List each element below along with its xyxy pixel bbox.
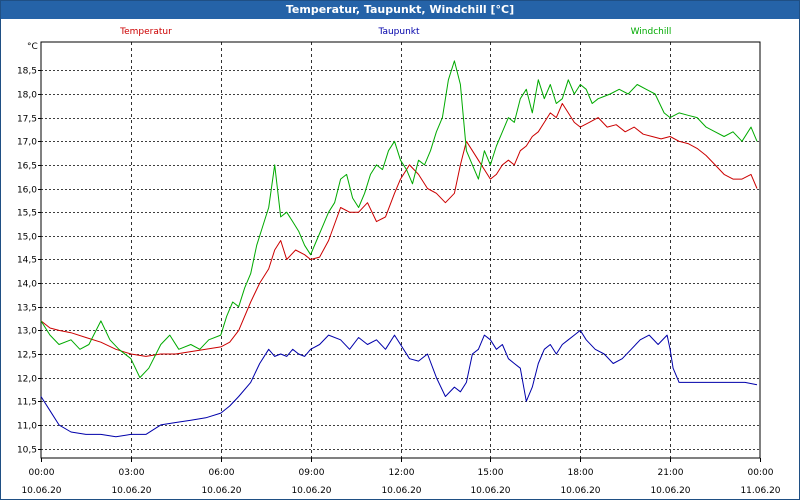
- y-tick-label: 11,5: [17, 398, 37, 408]
- x-tick-time-label: 21:00: [658, 468, 684, 478]
- series-line-taupunkt: [40, 329, 758, 438]
- x-tick-date-label: 10.06.20: [470, 486, 510, 496]
- x-tick-time-label: 03:00: [119, 468, 145, 478]
- y-tick-label: 11,0: [17, 422, 37, 432]
- y-tick-label: 16,5: [17, 162, 37, 172]
- x-tick-date-label: 10.06.20: [291, 486, 331, 496]
- x-tick-time-label: 06:00: [209, 468, 235, 478]
- legend-temperatur: Temperatur: [119, 27, 172, 37]
- y-tick-label: 17,5: [17, 115, 37, 125]
- x-tick-date-label: 10.06.20: [560, 486, 600, 496]
- x-tick-date-label: 10.06.20: [650, 486, 690, 496]
- x-tick-time-label: 00:00: [29, 468, 55, 478]
- y-tick-label: 16,0: [17, 186, 37, 196]
- y-tick-label: 13,5: [17, 304, 37, 314]
- y-tick-label: 17,0: [17, 138, 37, 148]
- y-tick-label: 14,5: [17, 256, 37, 266]
- y-tick-label: 18,0: [17, 91, 37, 101]
- x-tick-time-label: 15:00: [478, 468, 504, 478]
- y-tick-label: 13,0: [17, 327, 37, 337]
- y-tick-label: 12,5: [17, 351, 37, 361]
- y-tick-label: 12,0: [17, 375, 37, 385]
- x-tick-time-label: 00:00: [748, 468, 774, 478]
- x-tick-date-label: 10.06.20: [201, 486, 241, 496]
- x-tick-time-label: 12:00: [389, 468, 415, 478]
- y-tick-label: 18,5: [17, 67, 37, 77]
- x-tick-date-label: 10.06.20: [21, 486, 61, 496]
- legend-taupunkt: Taupunkt: [377, 27, 420, 37]
- y-tick-label: 14,0: [17, 280, 37, 290]
- x-tick-date-label: 10.06.20: [111, 486, 151, 496]
- x-tick-date-label: 11.06.20: [740, 486, 780, 496]
- series-line-windchill: [40, 60, 758, 379]
- x-tick-time-label: 18:00: [568, 468, 594, 478]
- plot-area: [40, 41, 761, 459]
- x-tick-date-label: 10.06.20: [381, 486, 421, 496]
- legend-windchill: Windchill: [631, 27, 672, 37]
- x-tick-time-label: 09:00: [299, 468, 325, 478]
- y-tick-label: 15,5: [17, 209, 37, 219]
- y-axis-unit-label: °C: [27, 42, 38, 52]
- series-line-temperatur: [40, 103, 758, 357]
- y-tick-label: 10,5: [17, 446, 37, 456]
- chart-title-bar: Temperatur, Taupunkt, Windchill [°C]: [1, 1, 799, 19]
- y-tick-label: 15,0: [17, 233, 37, 243]
